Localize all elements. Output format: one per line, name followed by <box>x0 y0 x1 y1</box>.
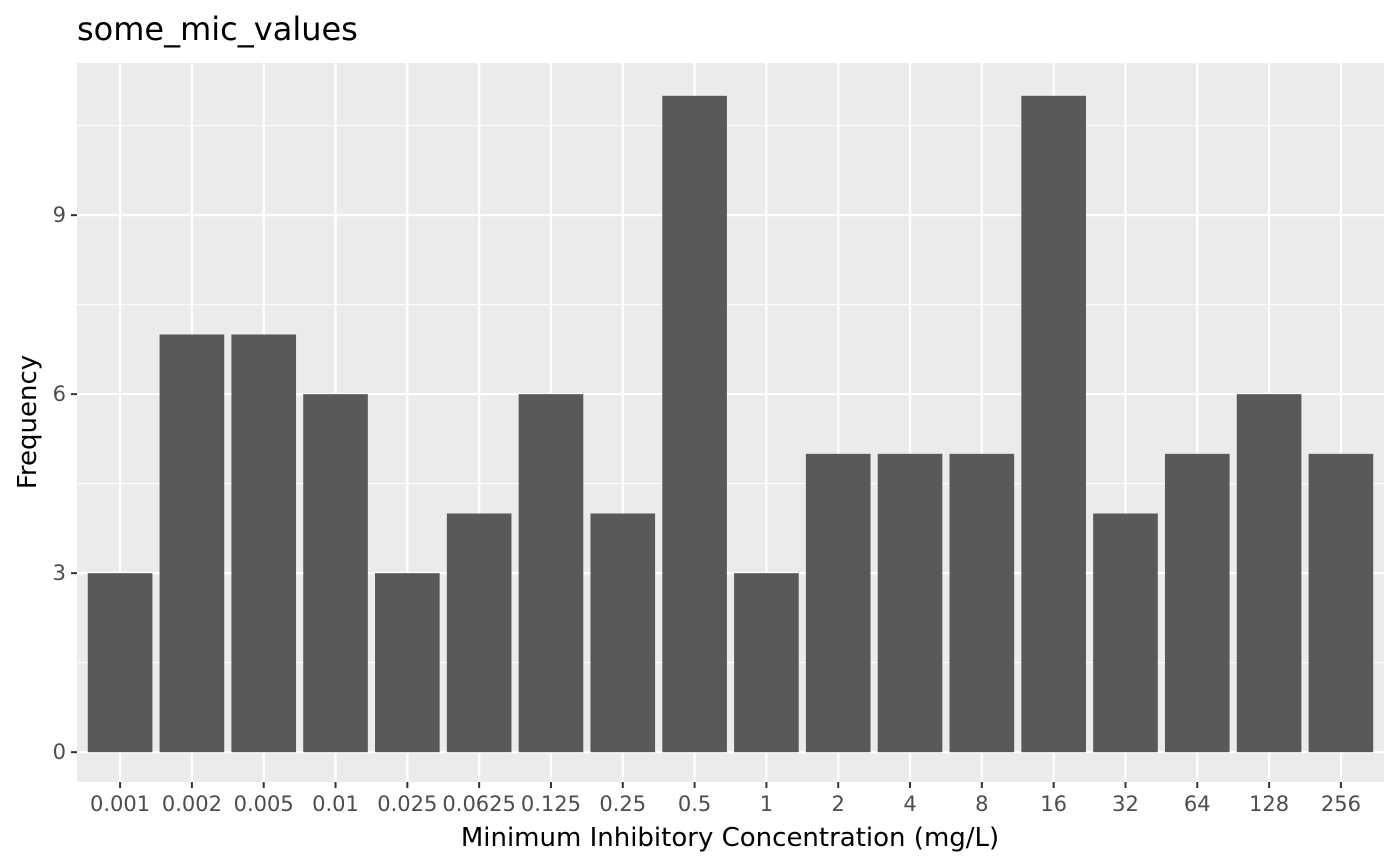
x-tick-label: 0.5 <box>678 792 711 816</box>
x-tick-label: 0.0625 <box>442 792 515 816</box>
bar-0.001 <box>87 573 153 753</box>
bar-0.025 <box>375 573 440 753</box>
x-tick-label: 8 <box>975 792 988 816</box>
y-tick-label: 3 <box>53 561 66 585</box>
x-tick-label: 1 <box>760 792 773 816</box>
x-tick-label: 0.002 <box>162 792 222 816</box>
x-tick-label: 0.001 <box>90 792 150 816</box>
x-tick-label: 32 <box>1112 792 1139 816</box>
y-axis-title: Frequency <box>13 355 43 489</box>
x-axis-title: Minimum Inhibitory Concentration (mg/L) <box>461 823 999 853</box>
x-tick-label: 16 <box>1040 792 1067 816</box>
y-axis: 0 3 6 9 <box>53 203 77 764</box>
bar-4 <box>877 453 943 753</box>
bar-256 <box>1308 453 1374 753</box>
y-tick-label: 0 <box>53 740 66 764</box>
bar-0.25 <box>590 513 656 753</box>
x-tick-label: 128 <box>1249 792 1289 816</box>
x-tick-label: 0.005 <box>234 792 294 816</box>
bar-8 <box>949 453 1015 753</box>
x-tick-label: 256 <box>1321 792 1361 816</box>
bar-64 <box>1164 453 1230 753</box>
y-tick-label: 6 <box>53 382 66 406</box>
bars <box>87 95 1374 753</box>
bar-128 <box>1236 394 1302 753</box>
y-tick-label: 9 <box>53 203 66 227</box>
chart-title: some_mic_values <box>77 10 358 48</box>
x-tick-label: 0.25 <box>599 792 646 816</box>
bar-0.002 <box>159 334 225 753</box>
x-tick-label: 64 <box>1184 792 1211 816</box>
bar-2 <box>805 453 871 753</box>
bar-0.005 <box>231 334 297 753</box>
x-axis: 0.001 0.002 0.005 0.01 0.025 0.0625 0.125 0.25 0… <box>90 782 1361 816</box>
bar-32 <box>1093 513 1158 753</box>
bar-0.5 <box>662 95 727 753</box>
x-tick-label: 2 <box>832 792 845 816</box>
x-tick-label: 0.025 <box>377 792 437 816</box>
bar-16 <box>1021 95 1086 753</box>
x-tick-label: 0.125 <box>521 792 581 816</box>
x-tick-label: 4 <box>903 792 916 816</box>
bar-0.01 <box>303 394 368 753</box>
bar-0.0625 <box>446 513 512 753</box>
x-tick-label: 0.01 <box>312 792 359 816</box>
bar-1 <box>734 573 799 753</box>
bar-0.125 <box>518 394 584 753</box>
